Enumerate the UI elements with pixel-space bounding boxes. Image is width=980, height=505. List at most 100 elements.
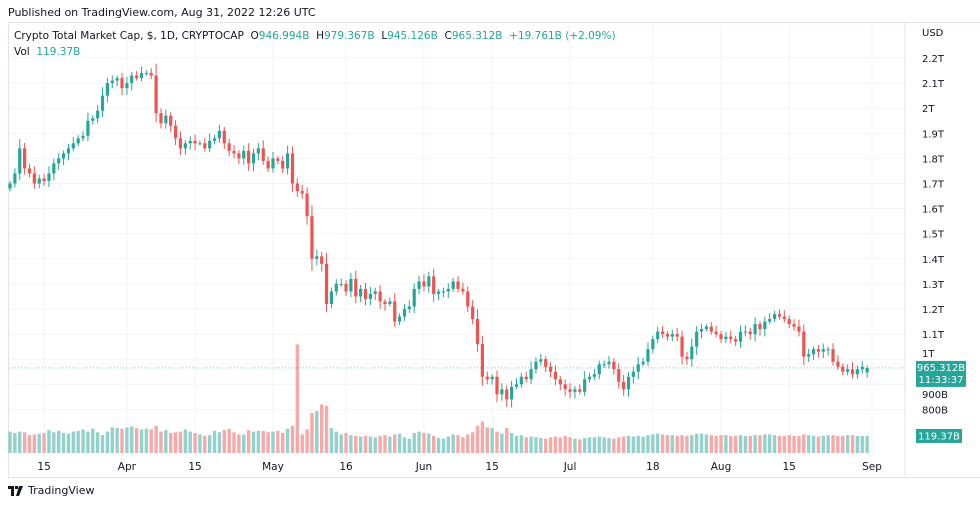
tradingview-logo-icon bbox=[8, 485, 23, 496]
volume-bar bbox=[475, 425, 480, 453]
x-tick-label: 15 bbox=[783, 461, 796, 473]
y-tick-label: 1.2T bbox=[922, 305, 945, 316]
candle-body bbox=[685, 356, 689, 360]
candle-body bbox=[553, 371, 558, 380]
volume-bar bbox=[485, 427, 489, 453]
candle-body bbox=[432, 276, 436, 294]
volume-bar bbox=[354, 435, 358, 453]
candle-body bbox=[295, 183, 299, 192]
candle-body bbox=[402, 309, 407, 317]
symbol-title[interactable]: Crypto Total Market Cap, $, 1D, CRYPTOCA… bbox=[14, 30, 244, 42]
candle-body bbox=[227, 143, 231, 151]
currency-label: USD bbox=[922, 28, 944, 39]
candle-body bbox=[738, 331, 743, 342]
volume-bar bbox=[733, 435, 738, 453]
candle-body bbox=[461, 288, 465, 292]
candle-body bbox=[169, 115, 173, 126]
volume-bar bbox=[802, 434, 806, 453]
candle-body bbox=[583, 379, 587, 392]
volume-bar bbox=[758, 435, 762, 453]
candle-body bbox=[865, 367, 869, 373]
candle-body bbox=[772, 314, 777, 320]
candle-body bbox=[782, 316, 786, 320]
volume-bar bbox=[383, 435, 387, 453]
volume-value: 119.37B bbox=[36, 46, 81, 58]
open-label: O bbox=[250, 30, 259, 42]
candle-body bbox=[198, 143, 202, 145]
volume-bar bbox=[222, 430, 226, 453]
ohlc-line: Crypto Total Market Cap, $, 1D, CRYPTOCA… bbox=[14, 28, 616, 44]
candle-body bbox=[96, 110, 100, 119]
candle-body bbox=[388, 301, 392, 304]
candle-body bbox=[855, 369, 859, 375]
candle-body bbox=[8, 183, 12, 189]
volume-bar bbox=[212, 430, 217, 453]
x-tick-label: Jul bbox=[563, 461, 577, 473]
candle-body bbox=[276, 158, 280, 161]
volume-bar bbox=[738, 435, 743, 453]
volume-bar bbox=[281, 433, 285, 453]
candle-body bbox=[850, 369, 855, 375]
volume-bar bbox=[548, 437, 553, 453]
volume-bar bbox=[139, 429, 144, 453]
low-value: 945.126B bbox=[387, 30, 438, 42]
y-tick-label: 2T bbox=[922, 104, 935, 115]
volume-bar bbox=[573, 438, 577, 453]
candle-body bbox=[149, 73, 153, 76]
candle-body bbox=[427, 276, 431, 287]
x-tick-label: Aug bbox=[711, 461, 732, 473]
volume-bar bbox=[13, 433, 17, 453]
open-value: 946.994B bbox=[258, 30, 310, 42]
volume-bar bbox=[164, 430, 168, 453]
volume-bar bbox=[621, 436, 626, 453]
candle-body bbox=[602, 364, 606, 366]
candle-body bbox=[37, 178, 41, 184]
volume-bar bbox=[719, 435, 723, 453]
candle-body bbox=[539, 359, 543, 362]
volume-bar bbox=[305, 429, 309, 453]
volume-bar bbox=[363, 435, 368, 453]
volume-bar bbox=[22, 432, 27, 453]
candle-body bbox=[344, 283, 348, 292]
candle-body bbox=[719, 334, 723, 340]
candle-body bbox=[47, 173, 51, 181]
candle-body bbox=[768, 319, 772, 322]
candle-body bbox=[183, 143, 187, 149]
volume-bar bbox=[772, 435, 777, 453]
candle-body bbox=[178, 138, 183, 149]
volume-bar bbox=[607, 438, 611, 453]
volume-bar bbox=[285, 428, 290, 453]
candle-body bbox=[120, 78, 124, 89]
candle-body bbox=[514, 384, 519, 387]
volume-bar bbox=[500, 433, 504, 453]
candle-body bbox=[173, 125, 178, 139]
x-tick-label: 18 bbox=[646, 461, 659, 473]
volume-bar bbox=[529, 436, 533, 453]
candle-body bbox=[412, 288, 416, 307]
y-tick-label: 1.9T bbox=[922, 129, 945, 140]
y-tick-label: 1T bbox=[922, 349, 935, 360]
volume-bar bbox=[173, 432, 178, 453]
candle-body bbox=[836, 361, 840, 367]
volume-bar bbox=[378, 435, 382, 453]
candle-body bbox=[320, 256, 324, 264]
candle-body bbox=[714, 331, 718, 335]
candle-body bbox=[612, 361, 616, 370]
candle-body bbox=[324, 263, 329, 304]
candle-body bbox=[256, 148, 260, 154]
volume-bar bbox=[694, 433, 699, 453]
candle-body bbox=[563, 384, 567, 390]
candle-body bbox=[753, 324, 757, 335]
candle-body bbox=[699, 329, 704, 332]
volume-bar bbox=[568, 437, 572, 453]
volume-bar bbox=[256, 430, 261, 453]
volume-bar bbox=[144, 428, 149, 453]
candle-body bbox=[495, 376, 499, 395]
volume-bar bbox=[836, 435, 840, 453]
candle-body bbox=[110, 80, 114, 84]
volume-bar bbox=[402, 437, 407, 453]
candle-body bbox=[816, 349, 821, 352]
volume-bar bbox=[519, 435, 524, 453]
tradingview-logo[interactable]: TradingView bbox=[8, 484, 94, 497]
